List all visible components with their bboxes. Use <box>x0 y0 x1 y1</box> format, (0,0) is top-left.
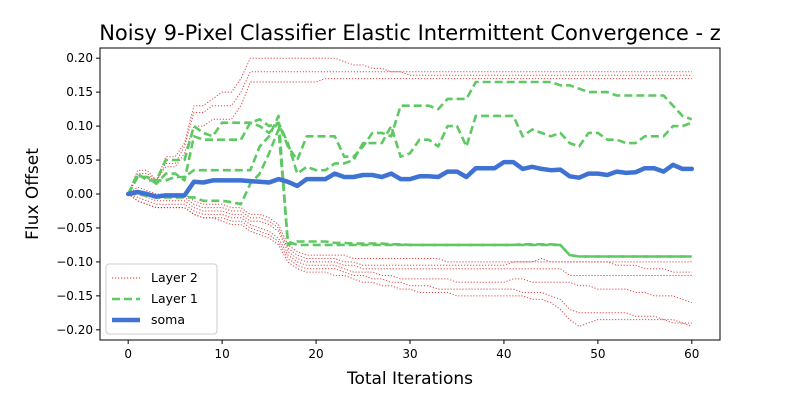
y-tick-label: 0.00 <box>66 187 93 201</box>
series-line-layer-1 <box>128 128 692 258</box>
x-tick-label: 10 <box>214 347 229 361</box>
legend: Layer 2 Layer 1 soma <box>105 263 218 335</box>
series-line-layer-2 <box>127 193 692 324</box>
series-line-layer-2 <box>128 190 692 273</box>
x-tick-label: 30 <box>402 347 417 361</box>
y-tick-label: 0.05 <box>66 153 93 167</box>
plot-frame <box>99 47 721 341</box>
series-line-layer-2 <box>127 78 692 195</box>
y-tick-label: 0.15 <box>66 85 93 99</box>
series-line-soma <box>125 159 695 199</box>
axis-ticks: 0 10 20 30 40 50 60 −0.20 −0.15 −0.10 −0.05 0.00 0.0… <box>56 51 699 361</box>
chart-title: Noisy 9-Pixel Classifier Elastic Intermi… <box>99 21 721 45</box>
legend-label-soma: soma <box>151 312 185 327</box>
series-line-layer-2 <box>127 57 692 195</box>
legend-label-layer-1: Layer 1 <box>151 291 198 306</box>
x-tick-label: 60 <box>684 347 699 361</box>
series-line-layer-1 <box>127 80 693 195</box>
y-tick-label: 0.10 <box>66 119 93 133</box>
legend-label-layer-2: Layer 2 <box>151 270 198 285</box>
series-layer <box>125 57 695 327</box>
y-tick-label: −0.15 <box>56 289 93 303</box>
y-tick-label: 0.20 <box>66 51 93 65</box>
legend-box <box>105 263 218 335</box>
x-tick-label: 50 <box>590 347 605 361</box>
y-tick-label: −0.05 <box>56 221 93 235</box>
y-axis-title: Flux Offset <box>23 148 43 240</box>
series-line-layer-1 <box>127 114 693 195</box>
x-axis-title: Total Iterations <box>346 369 473 389</box>
series-line-layer-2 <box>128 193 692 276</box>
x-tick-label: 20 <box>308 347 323 361</box>
series-line-layer-2 <box>127 193 692 327</box>
x-tick-label: 0 <box>124 347 132 361</box>
y-tick-label: −0.10 <box>56 255 93 269</box>
series-line-layer-2 <box>128 193 692 304</box>
x-tick-label: 40 <box>496 347 511 361</box>
y-tick-label: −0.20 <box>56 323 93 337</box>
